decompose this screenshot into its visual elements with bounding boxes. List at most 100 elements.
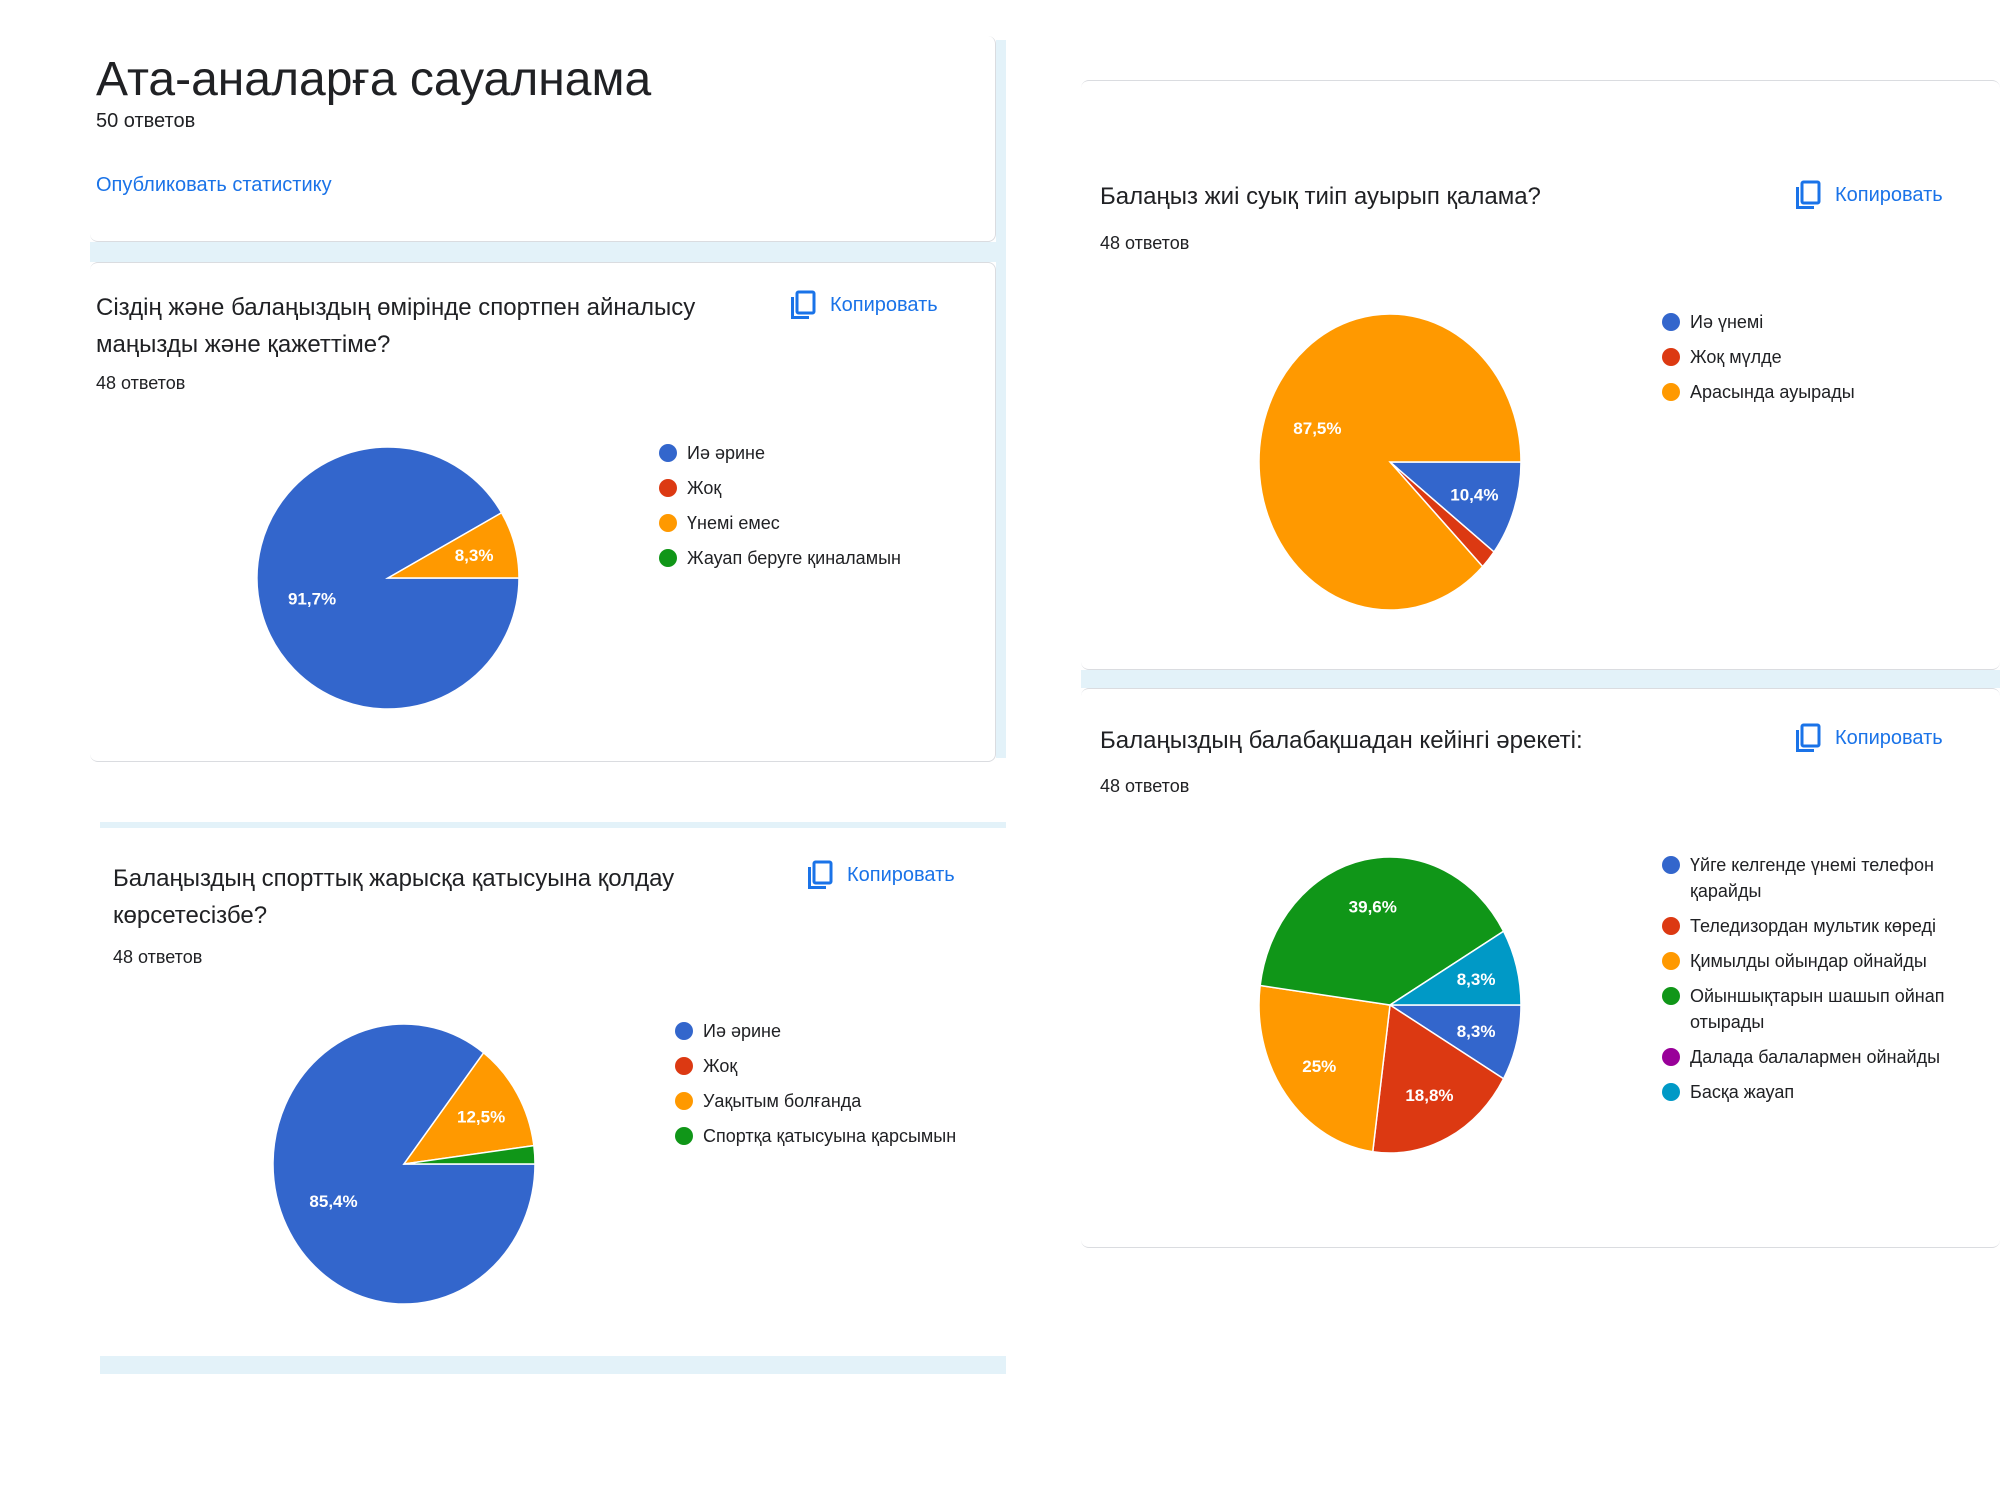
legend-label: Уақытым болғанда: [703, 1091, 862, 1111]
pie-data-label: 10,4%: [1450, 485, 1498, 504]
pie-slice: [402, 1051, 535, 1165]
chart-legend: Иә әрине Жоқ Уақытым болғанда Спортқа қатыс…: [675, 1018, 995, 1158]
legend-swatch: [675, 1057, 693, 1075]
pie-slice: [1258, 313, 1522, 611]
question-title: Балаңыздың спорттық жарысқа қатысуына қо…: [113, 865, 675, 929]
legend-label: Үйге келгенде үнемі телефон қарайды: [1690, 855, 1934, 901]
response-count: 50 ответов: [96, 110, 196, 132]
question-title: Сіздің және балаңыздың өмірінде спортпен…: [96, 294, 696, 358]
pie-data-label: 8,3%: [1457, 970, 1496, 989]
separator-band: [996, 40, 1006, 758]
question-response-count: 48 ответов: [113, 947, 203, 967]
legend-label: Үнемі емес: [687, 513, 780, 533]
copy-icon: [807, 860, 833, 890]
pie-slice: [1387, 461, 1522, 554]
legend-swatch: [675, 1092, 693, 1110]
legend-entry: Теледизордан мультик көреді: [1662, 913, 1962, 939]
legend-label: Жоқ: [687, 478, 722, 498]
copy-label: Копировать: [1835, 726, 1943, 749]
legend-swatch: [1662, 917, 1680, 935]
legend-label: Арасында ауырады: [1690, 382, 1855, 402]
pie-slice: [1371, 1003, 1505, 1154]
legend-swatch: [1662, 383, 1680, 401]
legend-label: Басқа жауап: [1690, 1082, 1795, 1102]
pie-slice: [403, 1144, 536, 1165]
legend-entry: Үйге келгенде үнемі телефон қарайды: [1662, 852, 1962, 904]
pie-slice: [1259, 856, 1505, 1006]
legend-swatch: [675, 1022, 693, 1040]
question-response-count: 48 ответов: [1100, 233, 1190, 253]
legend-swatch: [1662, 313, 1680, 331]
legend-label: Далада балалармен ойнайды: [1690, 1047, 1941, 1067]
legend-entry: Спортқа қатысуына қарсымын: [675, 1123, 995, 1149]
legend-entry: Жауап беруге қиналамын: [659, 545, 959, 571]
legend-entry: Ойыншықтарын шашып ойнап отырады: [1662, 983, 1962, 1035]
separator-band: [100, 1356, 1006, 1374]
pie-slice: [1387, 930, 1522, 1006]
copy-icon: [790, 290, 816, 320]
copy-label: Копировать: [847, 863, 955, 886]
chart-legend: Иә әрине Жоқ Үнемі емес Жауап беруге қинала…: [659, 440, 959, 580]
pie-chart-sport-importance: 91,7% 8,3%: [256, 446, 520, 710]
legend-entry: Жоқ: [659, 475, 959, 501]
question-title: Балаңыз жиі суық тиіп ауырып қалама?: [1100, 183, 1541, 210]
pie-data-label: 12,5%: [457, 1107, 505, 1126]
pie-data-label: 8,3%: [1457, 1022, 1496, 1041]
pie-chart-competition-support: 85,4% 12,5%: [272, 1023, 536, 1305]
pie-data-label: 91,7%: [288, 589, 336, 608]
legend-label: Ойыншықтарын шашып ойнап отырады: [1690, 986, 1945, 1032]
legend-label: Қимылды ойындар ойнайды: [1690, 951, 1927, 971]
copy-icon: [1795, 180, 1821, 210]
legend-swatch: [1662, 856, 1680, 874]
question-title: Балаңыздың балабақшадан кейінгі әрекеті:: [1100, 727, 1583, 754]
separator-band: [1081, 670, 2000, 688]
legend-label: Теледизордан мультик көреді: [1690, 916, 1937, 936]
copy-label: Копировать: [830, 293, 938, 316]
question-card-2: [1081, 80, 2000, 670]
legend-label: Иә үнемі: [1690, 312, 1764, 332]
pie-chart-after-kindergarten: 8,3% 18,8% 25% 39,6% 8,3%: [1258, 856, 1522, 1154]
pie-slice: [385, 511, 520, 579]
legend-swatch: [659, 549, 677, 567]
legend-swatch: [1662, 952, 1680, 970]
legend-swatch: [659, 514, 677, 532]
legend-swatch: [659, 444, 677, 462]
chart-legend: Үйге келгенде үнемі телефон қарайды Телед…: [1662, 852, 1962, 1114]
legend-label: Иә әрине: [687, 443, 765, 463]
question-card-1: [90, 262, 996, 762]
pie-data-label: 18,8%: [1405, 1086, 1453, 1105]
pie-data-label: 8,3%: [455, 546, 494, 565]
pie-data-label: 85,4%: [309, 1192, 357, 1211]
legend-entry: Үнемі емес: [659, 510, 959, 536]
legend-swatch: [1662, 1048, 1680, 1066]
publish-statistics-link[interactable]: Опубликовать статистику: [96, 174, 332, 196]
copy-button[interactable]: Копировать: [1795, 723, 1943, 753]
pie-data-label: 25%: [1302, 1057, 1336, 1076]
legend-entry: Иә әрине: [659, 440, 959, 466]
pie-data-label: 39,6%: [1349, 897, 1397, 916]
legend-entry: Иә үнемі: [1662, 309, 1982, 335]
pie-chart-cold-frequency: 10,4% 87,5%: [1258, 313, 1522, 611]
legend-entry: Жоқ мүлде: [1662, 344, 1982, 370]
question-response-count: 48 ответов: [1100, 776, 1190, 796]
legend-entry: Арасында ауырады: [1662, 379, 1982, 405]
legend-label: Жоқ: [703, 1056, 738, 1076]
copy-label: Копировать: [1835, 183, 1943, 206]
chart-legend: Иә үнемі Жоқ мүлде Арасында ауырады: [1662, 309, 1982, 414]
legend-swatch: [1662, 987, 1680, 1005]
copy-button[interactable]: Копировать: [790, 290, 938, 320]
legend-label: Жоқ мүлде: [1690, 347, 1782, 367]
legend-swatch: [1662, 348, 1680, 366]
copy-button[interactable]: Копировать: [807, 860, 955, 890]
legend-swatch: [675, 1127, 693, 1145]
page-title: Ата-аналарға сауалнама: [96, 53, 652, 106]
separator-band: [100, 822, 1006, 828]
copy-icon: [1795, 723, 1821, 753]
legend-entry: Жоқ: [675, 1053, 995, 1079]
legend-swatch: [1662, 1083, 1680, 1101]
question-response-count: 48 ответов: [96, 373, 186, 393]
copy-button[interactable]: Копировать: [1795, 180, 1943, 210]
pie-slice: [1258, 984, 1391, 1153]
legend-entry: Далада балалармен ойнайды: [1662, 1044, 1962, 1070]
header-card: [90, 36, 996, 242]
